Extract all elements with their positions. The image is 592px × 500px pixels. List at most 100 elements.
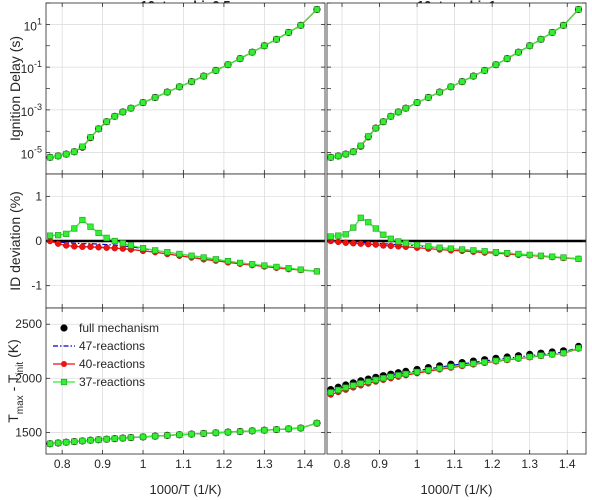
point-r37 xyxy=(425,366,432,374)
point-r37 xyxy=(119,240,126,247)
point-r37 xyxy=(95,436,102,443)
y-tick-label: 2000 xyxy=(15,371,42,385)
point-r37 xyxy=(357,380,364,387)
point-r37 xyxy=(470,73,477,80)
point-r37 xyxy=(71,225,78,232)
point-r37 xyxy=(176,83,183,90)
point-r37 xyxy=(127,105,135,112)
point-r37 xyxy=(103,118,110,125)
point-r37 xyxy=(212,429,219,436)
point-r40 xyxy=(335,238,342,246)
point-r37 xyxy=(413,99,421,106)
y-tick-label: 0 xyxy=(35,234,42,248)
point-r37 xyxy=(249,427,256,434)
point-r37 xyxy=(365,133,372,140)
point-r37 xyxy=(224,257,232,265)
point-r37 xyxy=(127,434,135,441)
point-r37 xyxy=(63,439,70,446)
y-label-part-sub1: max xyxy=(15,395,26,414)
point-r37 xyxy=(372,376,379,383)
point-r37 xyxy=(139,99,147,106)
point-r37 xyxy=(273,36,280,43)
point-r37 xyxy=(261,42,268,49)
point-r37 xyxy=(425,94,432,101)
point-r37 xyxy=(459,246,466,253)
point-r37 xyxy=(63,230,70,237)
y-tick-label: 10-1 xyxy=(21,59,42,76)
point-r37 xyxy=(71,148,78,155)
point-r37 xyxy=(152,94,159,101)
point-r37 xyxy=(87,134,94,141)
point-r37 xyxy=(79,437,86,445)
point-r40 xyxy=(342,239,349,246)
legend-label: 47-reactions xyxy=(79,339,145,353)
y-label-part-main: T xyxy=(5,414,21,423)
point-r37 xyxy=(526,42,533,49)
point-r37 xyxy=(380,118,387,125)
x-tick-label: 0.8 xyxy=(54,457,71,471)
legend-marker xyxy=(60,324,68,332)
point-r40 xyxy=(365,240,372,248)
point-r37 xyxy=(224,429,232,436)
point-r37 xyxy=(395,372,402,379)
point-r37 xyxy=(537,352,545,359)
point-r37 xyxy=(413,368,421,376)
point-r37 xyxy=(372,125,379,132)
y-label-part-sub2: init xyxy=(15,362,26,375)
point-r37 xyxy=(436,244,443,251)
legend: full mechanism 47-reactions 40-reactions 37… xyxy=(53,321,159,389)
point-r37 xyxy=(200,254,207,261)
point-r37 xyxy=(560,349,567,357)
panel-ignition_delay-2 xyxy=(326,2,587,175)
point-r37 xyxy=(119,108,126,116)
x-tick-label: 0.9 xyxy=(371,457,388,471)
point-r37 xyxy=(176,431,183,438)
point-r37 xyxy=(350,148,357,155)
point-r37 xyxy=(152,433,159,440)
point-r37 xyxy=(71,438,78,445)
point-r37 xyxy=(492,249,500,256)
point-r37 xyxy=(470,247,477,254)
legend-item-r47: 47-reactions xyxy=(53,339,145,353)
point-r37 xyxy=(127,242,135,249)
point-r37 xyxy=(372,225,379,232)
point-r37 xyxy=(327,233,334,240)
point-r37 xyxy=(188,431,195,438)
point-r37 xyxy=(481,67,488,74)
point-r37 xyxy=(447,363,454,370)
x-tick-label: 1.2 xyxy=(216,457,233,471)
x-tick-label: 1.2 xyxy=(484,457,501,471)
point-r37 xyxy=(515,49,522,56)
point-r37 xyxy=(95,229,102,237)
point-r37 xyxy=(459,362,466,369)
point-r37 xyxy=(549,253,556,260)
point-r37 xyxy=(103,436,110,443)
panel-temperature_rise-2: 0.8 0.9 1 1.1 1.2 1.3 1.4 1000/T (1/K) xyxy=(326,307,587,497)
point-r37 xyxy=(249,49,256,56)
y-tick-base: 10 xyxy=(21,62,35,76)
x-tick-label: 1.3 xyxy=(521,457,538,471)
point-r37 xyxy=(87,437,94,444)
point-r37 xyxy=(335,232,342,239)
point-r37 xyxy=(342,231,349,238)
point-r37 xyxy=(212,67,219,74)
point-r37 xyxy=(224,61,232,68)
panel-frame xyxy=(326,307,587,455)
point-r37 xyxy=(139,245,147,252)
point-r40 xyxy=(95,244,102,251)
point-r37 xyxy=(188,78,195,85)
plot-area xyxy=(46,3,325,174)
point-r37 xyxy=(402,105,409,112)
point-r40 xyxy=(54,240,62,247)
panel-temperature_rise-1: 1500 2000 2500 0.8 0.9 1 1.1 1.2 1.3 1.4 1000/T (1… xyxy=(15,307,326,497)
legend-item-full: full mechanism xyxy=(60,321,159,335)
y-tick-exponent: -5 xyxy=(34,145,42,155)
y-tick-exponent: 1 xyxy=(37,16,42,26)
point-r37 xyxy=(176,250,183,258)
point-r37 xyxy=(261,262,268,269)
point-r37 xyxy=(357,214,364,221)
point-r37 xyxy=(164,432,171,439)
point-r37 xyxy=(200,73,207,80)
point-r37 xyxy=(537,36,545,43)
